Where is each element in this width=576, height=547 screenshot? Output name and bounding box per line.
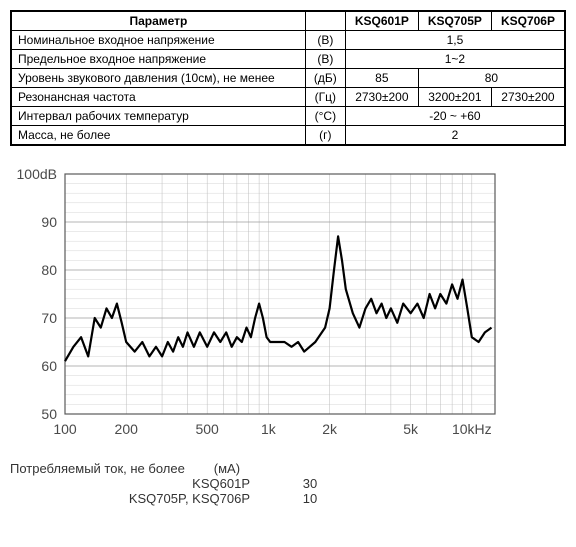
param-cell: Уровень звукового давления (10см), не ме…	[11, 69, 305, 88]
svg-text:100dB: 100dB	[17, 166, 57, 182]
svg-text:1k: 1k	[261, 421, 277, 437]
unit-cell: (дБ)	[305, 69, 345, 88]
value-cell: -20 ~ +60	[345, 107, 565, 126]
current-val-0: 30	[270, 476, 350, 491]
unit-cell: (°C)	[305, 107, 345, 126]
header-unit	[305, 11, 345, 31]
current-consumption: Потребляемый ток, не более (мА) KSQ601P …	[10, 461, 566, 506]
header-c3: KSQ706P	[491, 11, 565, 31]
current-title: Потребляемый ток, не более (мА)	[10, 461, 270, 476]
table-row: Уровень звукового давления (10см), не ме…	[11, 69, 565, 88]
header-param: Параметр	[11, 11, 305, 31]
svg-text:2k: 2k	[322, 421, 338, 437]
table-row: Резонансная частота(Гц)2730±2003200±2012…	[11, 88, 565, 107]
spec-table: Параметр KSQ601P KSQ705P KSQ706P Номинал…	[10, 10, 566, 146]
svg-text:5k: 5k	[403, 421, 419, 437]
frequency-response-chart: 50 60 70 80 90 100dB 100 200 500 1k 2k 5k 10kHz	[10, 164, 566, 447]
unit-cell: (г)	[305, 126, 345, 146]
header-c1: KSQ601P	[345, 11, 418, 31]
param-cell: Предельное входное напряжение	[11, 50, 305, 69]
value-cell: 2730±200	[345, 88, 418, 107]
param-cell: Интервал рабочих температур	[11, 107, 305, 126]
param-cell: Номинальное входное напряжение	[11, 31, 305, 50]
value-cell: 1,5	[345, 31, 565, 50]
unit-cell: (Гц)	[305, 88, 345, 107]
svg-text:60: 60	[41, 358, 57, 374]
svg-text:500: 500	[195, 421, 219, 437]
svg-text:100: 100	[53, 421, 77, 437]
svg-text:90: 90	[41, 214, 57, 230]
unit-cell: (В)	[305, 31, 345, 50]
value-cell: 1~2	[345, 50, 565, 69]
table-row: Интервал рабочих температур(°C)-20 ~ +60	[11, 107, 565, 126]
param-cell: Резонансная частота	[11, 88, 305, 107]
table-row: Масса, не более(г)2	[11, 126, 565, 146]
value-cell: 2730±200	[491, 88, 565, 107]
value-cell: 3200±201	[418, 88, 491, 107]
param-cell: Масса, не более	[11, 126, 305, 146]
svg-text:10kHz: 10kHz	[452, 421, 492, 437]
svg-text:70: 70	[41, 310, 57, 326]
svg-text:200: 200	[115, 421, 139, 437]
current-model-0: KSQ601P	[10, 476, 270, 491]
unit-cell: (В)	[305, 50, 345, 69]
current-val-1: 10	[270, 491, 350, 506]
table-row: Предельное входное напряжение(В)1~2	[11, 50, 565, 69]
current-model-1: KSQ705P, KSQ706P	[10, 491, 270, 506]
svg-text:80: 80	[41, 262, 57, 278]
value-cell: 80	[418, 69, 565, 88]
header-c2: KSQ705P	[418, 11, 491, 31]
value-cell: 2	[345, 126, 565, 146]
svg-text:50: 50	[41, 406, 57, 422]
value-cell: 85	[345, 69, 418, 88]
table-row: Номинальное входное напряжение(В)1,5	[11, 31, 565, 50]
